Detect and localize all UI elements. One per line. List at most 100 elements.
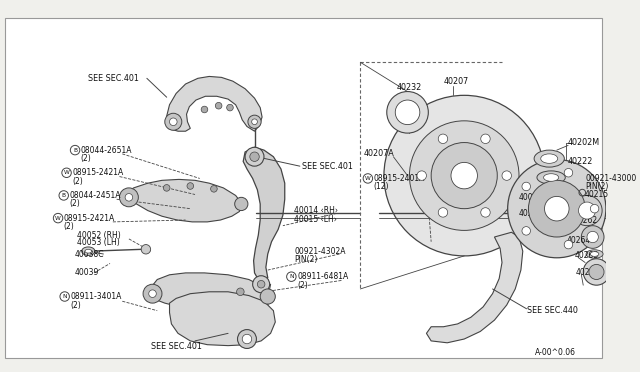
Text: N: N (289, 274, 294, 279)
Circle shape (387, 92, 428, 133)
Circle shape (572, 195, 602, 226)
Circle shape (508, 160, 606, 258)
Circle shape (164, 113, 182, 130)
Circle shape (589, 264, 604, 279)
Circle shape (235, 197, 248, 211)
Circle shape (431, 142, 497, 209)
Text: 40202M: 40202M (568, 138, 600, 147)
Text: N: N (63, 294, 67, 299)
Circle shape (481, 208, 490, 217)
Text: 00921-4302A: 00921-4302A (294, 247, 346, 256)
Text: 40038C: 40038C (75, 250, 104, 259)
Text: 00921-43000: 00921-43000 (585, 174, 636, 183)
Circle shape (438, 208, 448, 217)
Circle shape (257, 280, 265, 288)
Text: (12): (12) (374, 182, 389, 192)
Text: 08911-6481A: 08911-6481A (297, 272, 348, 281)
Text: (2): (2) (81, 154, 92, 163)
Text: (2): (2) (72, 177, 83, 186)
Polygon shape (166, 76, 262, 131)
Circle shape (396, 100, 420, 125)
Circle shape (170, 118, 177, 125)
Circle shape (253, 276, 269, 293)
Circle shape (250, 152, 259, 161)
Text: (2): (2) (64, 222, 74, 231)
Text: 08915-2421A: 08915-2421A (72, 168, 124, 177)
Circle shape (125, 193, 132, 201)
Ellipse shape (534, 150, 564, 167)
Text: A-00^0.06: A-00^0.06 (535, 348, 576, 357)
Text: SEE SEC.401: SEE SEC.401 (301, 162, 353, 171)
Circle shape (564, 240, 573, 249)
Polygon shape (124, 179, 243, 222)
Circle shape (245, 147, 264, 166)
Circle shape (587, 231, 598, 243)
Circle shape (141, 244, 150, 254)
Circle shape (260, 289, 275, 304)
Ellipse shape (82, 247, 95, 256)
Text: 08915-2421A: 08915-2421A (64, 214, 115, 222)
Text: 40018: 40018 (519, 193, 543, 202)
Text: W: W (64, 170, 69, 175)
Circle shape (237, 330, 257, 349)
Text: 40052 (RH): 40052 (RH) (77, 231, 121, 240)
Ellipse shape (543, 174, 559, 181)
Circle shape (522, 227, 531, 235)
Circle shape (564, 169, 573, 177)
Circle shape (545, 196, 569, 221)
Ellipse shape (85, 249, 92, 253)
Circle shape (120, 188, 138, 207)
Circle shape (522, 182, 531, 191)
Text: 40262: 40262 (574, 215, 598, 225)
Text: 08915-2401A: 08915-2401A (374, 174, 425, 183)
Circle shape (187, 183, 194, 189)
Text: 40234: 40234 (575, 269, 600, 278)
Text: 40232: 40232 (396, 83, 422, 92)
Text: 08044-2651A: 08044-2651A (81, 145, 132, 155)
Circle shape (252, 119, 257, 125)
Text: 40265: 40265 (575, 251, 599, 260)
FancyBboxPatch shape (5, 18, 602, 358)
Text: 40014 ‹RH›: 40014 ‹RH› (294, 206, 338, 215)
Circle shape (384, 95, 545, 256)
Text: 08044-2451A: 08044-2451A (69, 191, 121, 200)
Ellipse shape (541, 154, 557, 163)
Text: 40210: 40210 (519, 209, 543, 218)
Circle shape (201, 106, 208, 113)
Text: 40222: 40222 (568, 157, 593, 166)
Circle shape (417, 171, 426, 180)
Circle shape (410, 121, 519, 230)
Circle shape (481, 134, 490, 144)
Polygon shape (170, 292, 275, 346)
Polygon shape (243, 147, 285, 282)
Circle shape (583, 259, 610, 285)
Text: SEE SEC.440: SEE SEC.440 (527, 306, 577, 315)
Text: (2): (2) (297, 281, 308, 290)
Circle shape (227, 104, 233, 111)
Text: PIN(2): PIN(2) (294, 255, 317, 264)
Text: 40207: 40207 (444, 77, 468, 86)
Text: 40039: 40039 (75, 269, 99, 278)
Text: 40215: 40215 (585, 190, 609, 199)
Circle shape (211, 186, 217, 192)
Circle shape (243, 334, 252, 344)
Text: SEE SEC.401: SEE SEC.401 (88, 74, 139, 83)
Circle shape (438, 134, 448, 144)
Text: 08911-3401A: 08911-3401A (70, 292, 122, 301)
Circle shape (451, 163, 477, 189)
Circle shape (581, 226, 604, 248)
Circle shape (237, 288, 244, 296)
Text: B: B (73, 148, 77, 153)
Text: 40264: 40264 (566, 236, 591, 245)
Text: B: B (61, 193, 66, 198)
Text: (2): (2) (69, 199, 80, 208)
Circle shape (502, 171, 511, 180)
Polygon shape (426, 232, 523, 343)
Circle shape (529, 180, 585, 237)
Circle shape (143, 284, 162, 303)
Text: 40015 ‹LH›: 40015 ‹LH› (294, 215, 337, 224)
Circle shape (590, 205, 599, 213)
Circle shape (148, 290, 156, 298)
Ellipse shape (590, 251, 599, 256)
Ellipse shape (537, 171, 565, 184)
